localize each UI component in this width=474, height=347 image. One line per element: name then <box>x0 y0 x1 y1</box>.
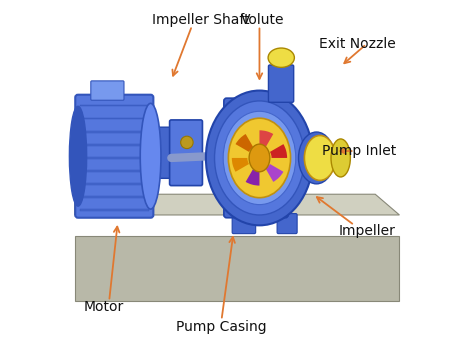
Ellipse shape <box>299 132 335 184</box>
Wedge shape <box>265 164 283 182</box>
FancyBboxPatch shape <box>277 214 297 234</box>
Ellipse shape <box>268 48 294 67</box>
Text: Impeller Shaft: Impeller Shaft <box>152 13 249 27</box>
Bar <box>80 157 149 159</box>
Bar <box>80 196 149 198</box>
Bar <box>80 209 149 211</box>
FancyBboxPatch shape <box>268 65 294 102</box>
Ellipse shape <box>69 106 87 206</box>
Circle shape <box>181 136 193 149</box>
FancyBboxPatch shape <box>232 210 255 234</box>
Ellipse shape <box>140 103 161 209</box>
FancyBboxPatch shape <box>224 98 288 218</box>
Text: Exit Nozzle: Exit Nozzle <box>319 37 396 51</box>
Text: Motor: Motor <box>84 299 124 314</box>
Text: Pump Inlet: Pump Inlet <box>322 144 396 158</box>
Bar <box>80 170 149 172</box>
Wedge shape <box>232 158 249 172</box>
FancyBboxPatch shape <box>151 127 173 178</box>
Bar <box>80 183 149 185</box>
Ellipse shape <box>304 135 336 180</box>
Ellipse shape <box>206 91 313 225</box>
Polygon shape <box>74 236 400 302</box>
Wedge shape <box>246 168 259 186</box>
FancyBboxPatch shape <box>170 120 202 186</box>
Ellipse shape <box>331 139 350 177</box>
Text: Pump Casing: Pump Casing <box>176 320 267 334</box>
Wedge shape <box>270 144 287 158</box>
Bar <box>80 131 149 133</box>
Wedge shape <box>259 130 273 147</box>
FancyBboxPatch shape <box>91 81 124 100</box>
Ellipse shape <box>228 118 291 198</box>
Text: Volute: Volute <box>241 13 285 27</box>
Ellipse shape <box>215 101 304 215</box>
Ellipse shape <box>223 111 296 205</box>
Bar <box>80 118 149 119</box>
Text: Impeller: Impeller <box>339 223 396 238</box>
FancyBboxPatch shape <box>75 95 154 218</box>
Ellipse shape <box>249 144 270 172</box>
Bar <box>80 144 149 146</box>
Bar <box>80 105 149 107</box>
Polygon shape <box>74 194 400 215</box>
Wedge shape <box>236 134 254 152</box>
